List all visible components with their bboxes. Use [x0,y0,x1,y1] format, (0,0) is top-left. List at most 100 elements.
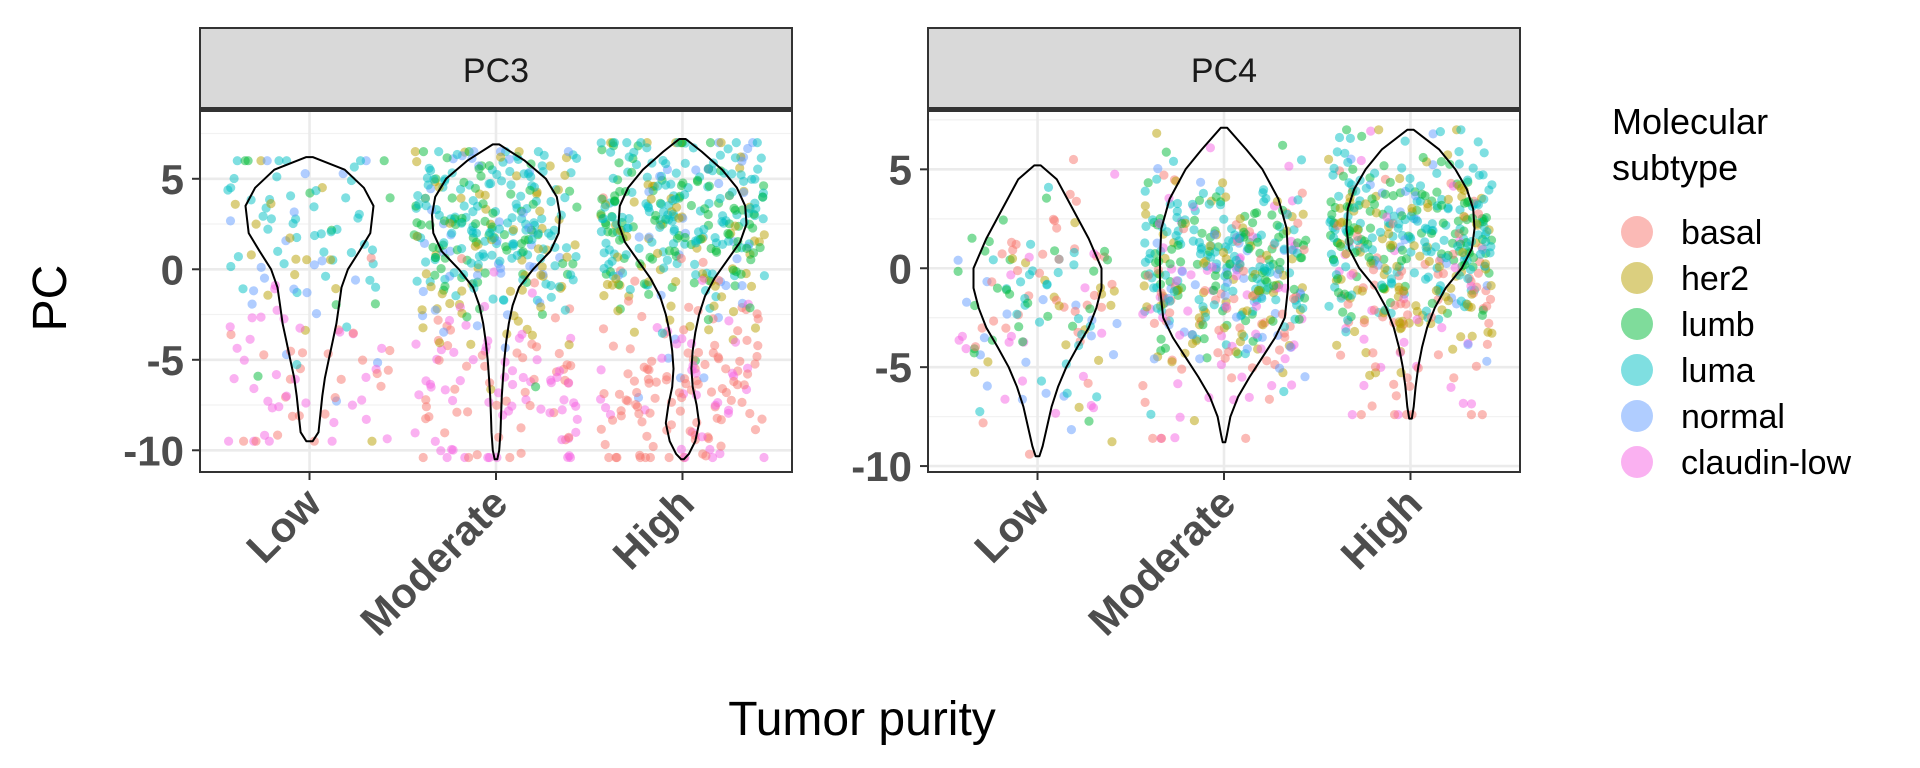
data-point-her2 [674,213,684,223]
data-point-lumb [526,159,536,169]
data-point-basal [721,364,731,374]
data-point-claudin-low [414,390,424,400]
data-point-basal [623,296,634,306]
data-point-basal [1482,339,1492,349]
data-point-luma [1453,241,1463,251]
legend-item-luma: luma [1621,352,1755,390]
data-point-basal [632,387,642,398]
data-point-her2 [505,286,516,296]
data-point-lumb [603,227,613,237]
data-point-her2 [290,270,300,280]
data-point-luma [1296,155,1307,165]
data-point-lumb [736,269,746,279]
data-point-basal [1227,373,1237,383]
data-point-luma [699,224,709,234]
data-point-basal [385,345,395,356]
data-point-normal [739,187,749,198]
data-point-lumb [1348,164,1358,174]
data-point-basal [645,452,656,463]
data-point-luma [661,180,671,190]
y-tick-label: 0 [889,245,912,292]
data-point-basal [358,355,368,365]
data-point-luma [1343,157,1353,167]
data-point-lumb [728,265,739,275]
data-point-basal [693,379,703,389]
data-point-basal [596,424,606,434]
data-point-basal [1241,433,1251,443]
data-point-basal [753,341,763,351]
data-point-lumb [1176,257,1186,267]
data-point-luma [669,226,679,236]
data-point-luma [1334,191,1344,201]
data-point-luma [634,243,644,253]
data-point-basal [440,428,450,438]
data-point-claudin-low [256,312,266,322]
legend-label-lumb: lumb [1681,306,1755,344]
data-point-her2 [1242,306,1252,316]
data-point-her2 [1486,281,1496,291]
data-point-basal [1482,301,1492,311]
data-point-normal [1086,331,1096,341]
data-point-luma [1435,127,1445,137]
data-point-luma [621,250,631,260]
data-point-luma [1259,185,1269,195]
data-point-her2 [437,289,447,299]
data-point-her2 [435,338,445,348]
data-point-luma [1042,279,1052,289]
data-point-basal [239,436,249,446]
data-point-basal [997,249,1007,259]
data-point-lumb [1089,266,1099,276]
data-point-normal [1273,269,1283,279]
data-point-basal [477,350,487,360]
data-point-her2 [367,436,377,446]
data-point-her2 [536,270,546,280]
data-point-luma [1171,231,1181,241]
data-point-luma [474,251,484,261]
data-point-lumb [1278,229,1288,239]
legend-title-line1: Molecular [1612,101,1768,142]
data-point-normal [1190,280,1200,290]
data-point-luma [643,203,654,213]
data-point-claudin-low [410,428,420,438]
data-point-luma [468,207,478,217]
data-point-basal [550,313,561,323]
data-point-luma [1230,230,1240,240]
data-point-luma [1482,227,1492,237]
data-point-luma [661,159,671,169]
data-point-luma [1421,242,1431,253]
legend-title-line2: subtype [1612,147,1738,188]
data-point-basal [1165,308,1175,318]
data-point-luma [232,156,242,166]
data-point-luma [658,207,669,217]
data-point-luma [238,284,248,294]
data-point-luma [642,172,652,182]
data-point-luma [420,193,430,203]
data-point-luma [518,275,528,285]
data-point-basal [701,451,711,461]
data-point-basal [472,450,482,460]
data-point-luma [272,172,282,182]
data-point-claudin-low [436,345,446,355]
data-point-her2 [417,305,427,315]
data-point-luma [273,246,283,256]
data-point-luma [487,250,497,260]
data-point-normal [1463,340,1473,350]
data-point-basal [1140,397,1150,407]
data-point-lumb [759,181,769,191]
violin-high [617,138,748,461]
data-point-luma [439,238,449,248]
data-point-lumb [506,189,516,199]
data-point-claudin-low [507,379,518,390]
data-point-normal [418,286,428,297]
data-point-basal [1049,216,1060,226]
data-point-claudin-low [1412,314,1422,325]
violins-layer [972,126,1476,458]
data-point-lumb [992,283,1003,293]
data-point-lumb [615,235,625,245]
data-point-luma [556,210,566,220]
data-point-her2 [511,171,522,181]
data-point-her2 [1443,194,1453,204]
data-point-basal [987,277,997,287]
data-point-lumb [440,253,450,263]
data-point-lumb [531,382,541,392]
